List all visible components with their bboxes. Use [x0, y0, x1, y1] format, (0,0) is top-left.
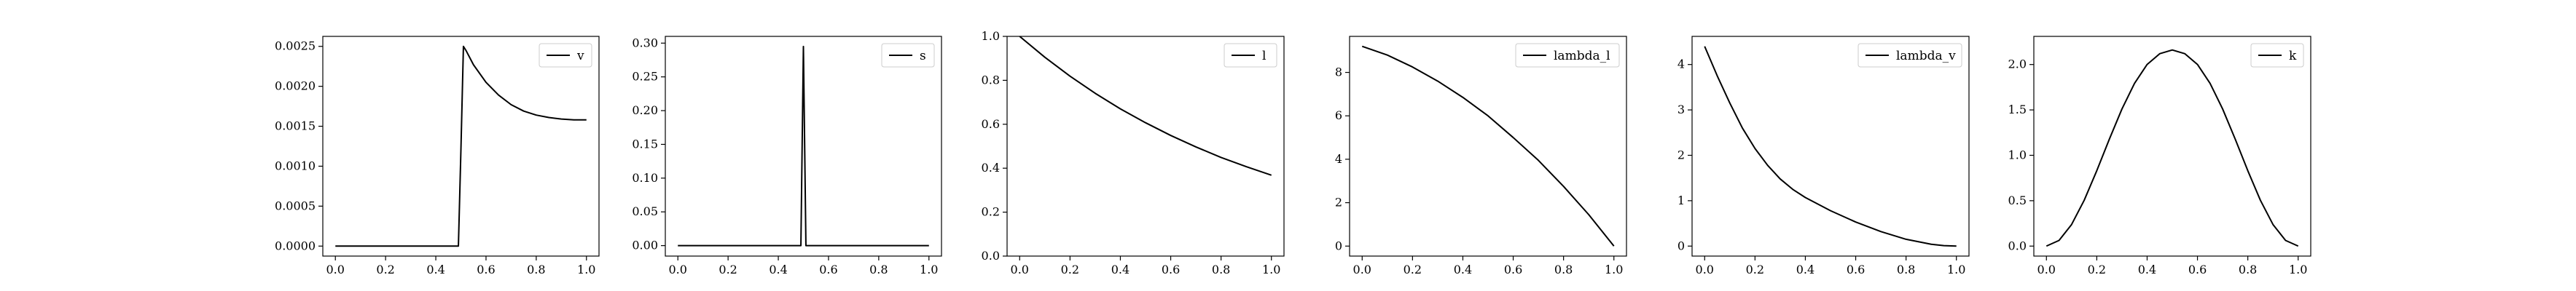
x-tick-label: 0.2	[2088, 263, 2106, 276]
legend-label: lambda_l	[1554, 49, 1610, 63]
y-tick-label: 2	[1335, 196, 1342, 210]
axes-frame	[1349, 36, 1627, 257]
x-tick-label: 0.0	[1696, 263, 1714, 276]
x-tick-label: 0.2	[719, 263, 737, 276]
x-tick-label: 0.6	[1162, 263, 1180, 276]
x-tick-label: 0.2	[376, 263, 394, 276]
subplot-6: 0.0 0.2 0.4 0.6 0.8 1.0 0.0 0.5 1.0 1.5 2.0 k	[2008, 36, 2311, 276]
y-tick-label: 0.0025	[275, 39, 316, 53]
subplot-4: 0.0 0.2 0.4 0.6 0.8 1.0 0 2 4 6 8 lambda_l	[1335, 36, 1627, 276]
x-tick-label: 0.8	[1897, 263, 1915, 276]
x-tick-label: 0.4	[769, 263, 787, 276]
x-tick-label: 0.0	[1353, 263, 1371, 276]
x-tick-label: 0.4	[2138, 263, 2156, 276]
y-tick-label: 0.0000	[275, 239, 316, 252]
y-tick-label: 0.00	[632, 239, 658, 252]
legend-label: l	[1262, 49, 1266, 63]
y-tick-label: 1.5	[2008, 103, 2027, 116]
series-line-lambda_v	[1704, 46, 1957, 247]
y-tick-label: 0.0020	[275, 79, 316, 93]
x-tick-label: 0.2	[1746, 263, 1764, 276]
y-tick-label: 4	[1335, 152, 1342, 166]
axes-frame	[322, 36, 600, 257]
x-tick-label: 0.8	[1212, 263, 1230, 276]
y-tick-label: 0.0	[982, 249, 1000, 263]
series-line-l	[1019, 36, 1272, 176]
x-tick-label: 0.0	[669, 263, 687, 276]
x-tick-label: 0.0	[2037, 263, 2056, 276]
y-tick-label: 3	[1677, 103, 1685, 116]
x-tick-label: 1.0	[920, 263, 938, 276]
y-tick-label: 0.0005	[275, 199, 316, 212]
x-tick-label: 0.2	[1404, 263, 1422, 276]
x-tick-label: 1.0	[577, 263, 595, 276]
series-line-lambda_l	[1361, 45, 1615, 247]
axes-frame	[2033, 36, 2311, 257]
axes-frame	[1006, 36, 1285, 257]
y-tick-label: 6	[1335, 108, 1342, 122]
y-tick-label: 0.0015	[275, 119, 316, 133]
y-tick-label: 1.0	[2008, 148, 2027, 162]
y-tick-label: 1	[1677, 194, 1685, 207]
x-tick-label: 0.8	[2239, 263, 2257, 276]
y-tick-label: 0	[1677, 239, 1685, 252]
y-tick-label: 2	[1677, 148, 1685, 162]
x-tick-label: 0.4	[426, 263, 445, 276]
x-tick-label: 0.4	[1454, 263, 1472, 276]
x-tick-label: 0.8	[527, 263, 545, 276]
x-tick-label: 0.6	[477, 263, 495, 276]
x-tick-label: 0.6	[1504, 263, 1522, 276]
x-tick-label: 0.8	[869, 263, 888, 276]
legend-label: k	[2289, 49, 2297, 63]
legend-box	[1515, 43, 1620, 68]
x-tick-label: 1.0	[1947, 263, 1965, 276]
y-tick-label: 0.6	[982, 117, 1000, 131]
y-tick-label: 1.0	[982, 29, 1000, 43]
y-tick-label: 0.8	[982, 73, 1000, 87]
x-tick-label: 0.2	[1061, 263, 1079, 276]
series-line-k	[2045, 49, 2299, 247]
y-tick-label: 0.20	[632, 103, 658, 117]
subplot-1: 0.0 0.2 0.4 0.6 0.8 1.0 0.0000 0.0005 0.0010 0.00…	[275, 36, 600, 276]
y-tick-label: 2.0	[2008, 57, 2027, 71]
x-tick-label: 0.8	[1554, 263, 1573, 276]
axes-frame	[1691, 36, 1970, 257]
y-tick-label: 0.2	[982, 205, 1000, 219]
y-tick-label: 0.4	[982, 161, 1000, 175]
x-tick-label: 0.6	[819, 263, 837, 276]
x-tick-label: 0.0	[326, 263, 345, 276]
legend-box	[1857, 43, 1962, 68]
y-tick-label: 8	[1335, 65, 1342, 79]
y-tick-label: 0.30	[632, 36, 658, 49]
x-tick-label: 1.0	[1262, 263, 1280, 276]
series-line-s	[678, 45, 929, 247]
y-tick-label: 0.10	[632, 171, 658, 185]
legend-label: lambda_v	[1896, 49, 1956, 63]
subplot-2: 0.0 0.2 0.4 0.6 0.8 1.0 0.00 0.05 0.10 0.15 0.20 0.…	[632, 36, 942, 276]
x-tick-label: 1.0	[2289, 263, 2307, 276]
legend-label: s	[920, 49, 926, 63]
x-tick-label: 0.6	[1847, 263, 1865, 276]
y-tick-label: 0.0010	[275, 159, 316, 172]
x-tick-label: 0.0	[1011, 263, 1029, 276]
y-tick-label: 0.25	[632, 70, 658, 84]
subplot-3: 0.0 0.2 0.4 0.6 0.8 1.0 0.0 0.2 0.4 0.6 0.8 1.0 l	[982, 29, 1285, 276]
y-tick-label: 4	[1677, 57, 1685, 71]
legend-label: v	[576, 49, 584, 63]
x-tick-label: 0.4	[1796, 263, 1814, 276]
subplot-5: 0.0 0.2 0.4 0.6 0.8 1.0 0 1 2 3 4 lambda_v	[1677, 36, 1970, 276]
y-tick-label: 0.5	[2008, 194, 2027, 207]
y-tick-label: 0	[1335, 239, 1342, 252]
series-line-v	[335, 45, 587, 247]
y-tick-label: 0.15	[632, 137, 658, 151]
x-tick-label: 0.6	[2188, 263, 2207, 276]
axes-frame	[665, 36, 942, 257]
y-tick-label: 0.05	[632, 204, 658, 218]
x-tick-label: 0.4	[1111, 263, 1130, 276]
x-tick-label: 1.0	[1605, 263, 1623, 276]
y-tick-label: 0.0	[2008, 239, 2027, 252]
